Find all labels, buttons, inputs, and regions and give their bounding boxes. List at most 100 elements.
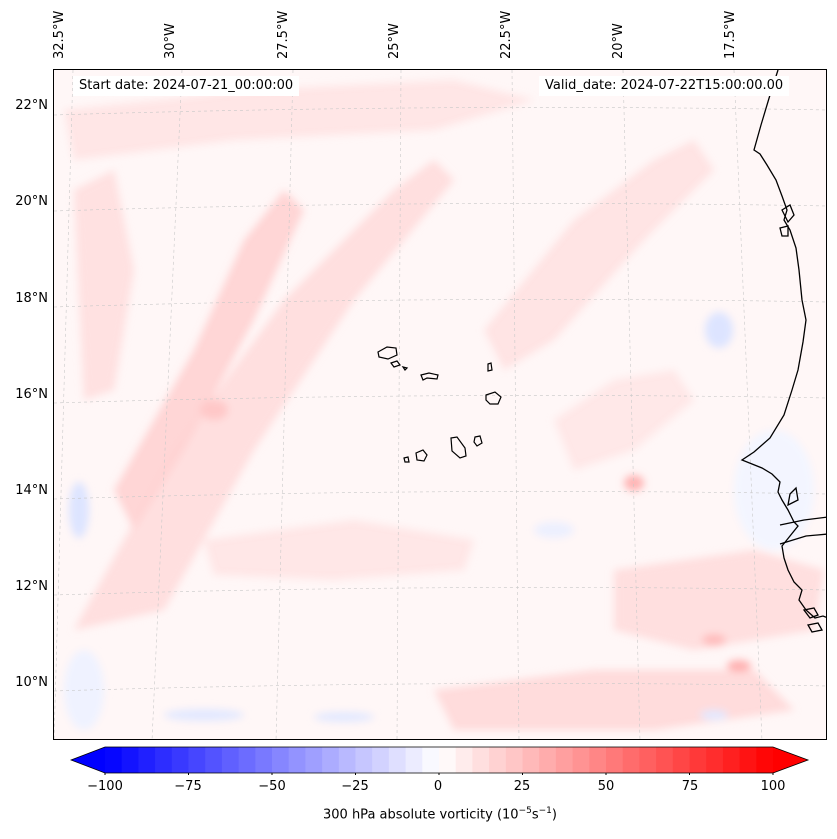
coast-gambia-inlet: [787, 486, 799, 507]
lon-label-17-5w: 17.5°W: [723, 10, 738, 59]
colorbar-segment: [522, 747, 540, 773]
lat-label-18n: 18°N: [15, 291, 48, 306]
vorticity-field: [64, 80, 824, 730]
colorbar-segment: [338, 747, 356, 773]
lat-label-12n: 12°N: [15, 579, 48, 594]
meridian-20w: [622, 70, 641, 739]
colorbar-segment: [171, 747, 189, 773]
lat-label-14n: 14°N: [15, 483, 48, 498]
colorbar-tick-75: 75: [681, 779, 699, 794]
positive-vorticity-band: [484, 140, 714, 370]
lon-label-20w: 20°W: [611, 23, 626, 59]
positive-vorticity-core: [624, 475, 644, 491]
meridian-30w: [151, 70, 183, 739]
positive-vorticity-core: [702, 634, 726, 646]
parallel-18n: [54, 299, 826, 308]
lon-label-32-5w: 32.5°W: [52, 10, 67, 59]
colorbar-segment: [622, 747, 640, 773]
colorbar-segment: [388, 747, 407, 773]
island-boa-vista: [485, 391, 502, 405]
positive-vorticity-band: [114, 190, 304, 530]
colorbar-tick-100: 100: [760, 779, 786, 794]
positive-vorticity-band: [74, 160, 454, 630]
lon-label-27-5w: 27.5°W: [276, 10, 291, 59]
coast-mauritania-senegal: [740, 70, 826, 619]
colorbar-segment: [405, 747, 423, 773]
colorbar-segment: [756, 747, 774, 773]
lat-label-20n: 20°N: [15, 194, 48, 209]
positive-vorticity-band: [64, 80, 534, 160]
colorbar-tick-neg25: −25: [341, 779, 369, 794]
colorbar-segment: [489, 747, 507, 773]
colorbar-tick-neg100: −100: [87, 779, 123, 794]
colorbar-segment: [555, 747, 574, 773]
colorbar-segment: [505, 747, 523, 773]
colorbar-segment: [238, 747, 256, 773]
colorbar-segment: [739, 747, 757, 773]
colorbar-segment: [355, 747, 373, 773]
island-brava: [403, 456, 410, 463]
positive-vorticity-core: [200, 400, 228, 420]
colorbar-segment: [305, 747, 323, 773]
colorbar-segment: [572, 747, 590, 773]
island-santo-antao: [377, 346, 398, 360]
colorbar-extend-min: [71, 747, 105, 773]
colorbar-segment: [589, 747, 607, 773]
coast-bijagos-1: [802, 607, 819, 619]
island-maio: [473, 435, 483, 447]
valid-date-label: Valid_date: 2024-07-22T15:00:00.00: [539, 76, 790, 96]
map-panel: [53, 69, 827, 740]
meridian-27-5w: [275, 70, 294, 739]
colorbar-segment: [221, 747, 240, 773]
island-santiago: [450, 436, 467, 459]
coast-river-1: [779, 516, 826, 545]
lat-label-10n: 10°N: [15, 675, 48, 690]
positive-vorticity-band: [74, 170, 134, 400]
lon-label-22-5w: 22.5°W: [499, 10, 514, 59]
meridian-25w: [396, 70, 402, 739]
start-date-label: Start date: 2024-07-21_00:00:00: [73, 76, 300, 96]
colorbar-segment: [539, 747, 557, 773]
parallel-20n: [54, 203, 826, 212]
cape-verde-islands: [377, 346, 502, 463]
negative-vorticity-core: [314, 712, 374, 722]
colorbar-segment: [138, 747, 156, 773]
colorbar-segment: [372, 747, 390, 773]
colorbar-segment: [472, 747, 490, 773]
colorbar-tick-50: 50: [597, 779, 615, 794]
colorbar-segment: [272, 747, 290, 773]
colorbar-segment: [288, 747, 306, 773]
positive-vorticity-core: [727, 660, 751, 672]
colorbar-segment: [422, 747, 440, 773]
colorbar-segment: [656, 747, 674, 773]
lon-label-25w: 25°W: [387, 23, 402, 59]
colorbar-tick-neg75: −75: [174, 779, 202, 794]
colorbar: [70, 746, 810, 775]
meridian-22-5w: [511, 70, 520, 739]
meridian-32-5w: [54, 70, 74, 739]
negative-vorticity-core: [734, 430, 814, 550]
colorbar-segment: [205, 747, 223, 773]
coast-bijagos-2: [806, 622, 824, 633]
colorbar-label: 300 hPa absolute vorticity (10−5s−1): [323, 806, 557, 823]
negative-vorticity-core: [534, 522, 574, 538]
colorbar-tick-0: 0: [433, 779, 443, 794]
lon-label-30w: 30°W: [163, 23, 178, 59]
colorbar-extend-max: [773, 747, 808, 773]
colorbar-tick-25: 25: [513, 779, 531, 794]
colorbar-segment: [689, 747, 707, 773]
meridian-17-5w: [733, 70, 763, 739]
coast-banc-arguin: [779, 225, 789, 237]
negative-vorticity-core: [705, 312, 733, 348]
lat-label-22n: 22°N: [15, 98, 48, 113]
island-santa-luzia: [401, 366, 409, 371]
colorbar-segment: [639, 747, 657, 773]
positive-vorticity-band: [614, 550, 824, 650]
colorbar-segment: [255, 747, 273, 773]
island-sao-vicente: [390, 360, 401, 368]
positive-vorticity-band: [554, 370, 694, 470]
colorbar-segment: [105, 747, 123, 773]
island-sao-nicolau: [420, 372, 439, 381]
colorbar-segment: [672, 747, 690, 773]
lat-label-16n: 16°N: [15, 387, 48, 402]
